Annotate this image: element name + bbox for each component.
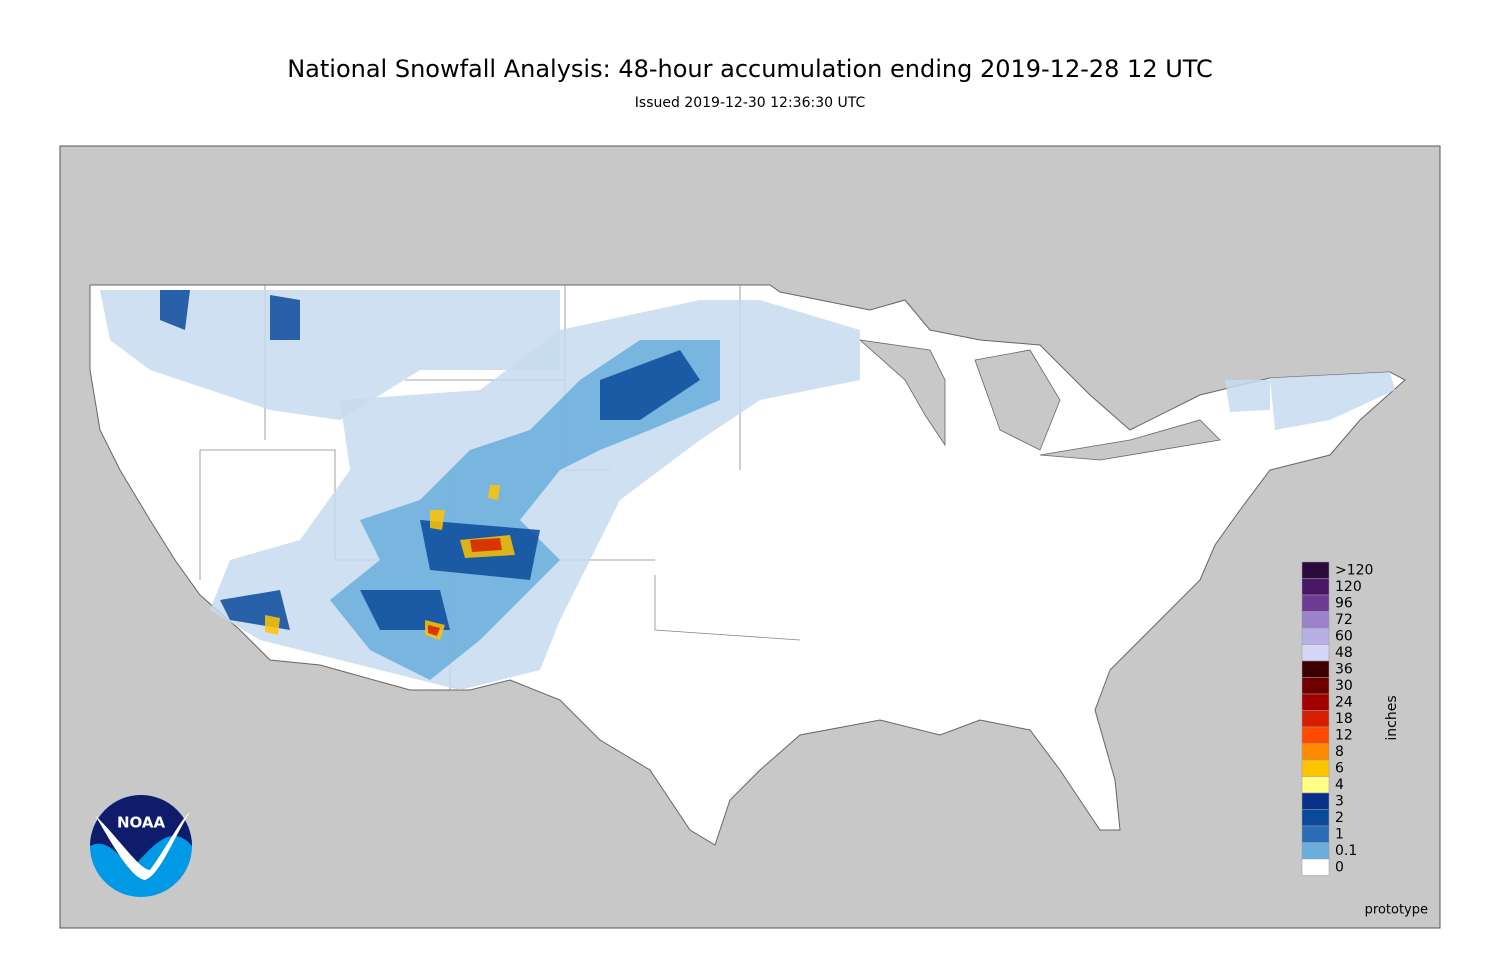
legend-label: 8 [1335,744,1344,760]
title: National Snowfall Analysis: 48-hour accu… [287,55,1213,83]
legend-label: 0 [1335,859,1344,875]
logo-text: NOAA [117,814,166,832]
legend-label: 2 [1335,810,1344,826]
legend-label: 96 [1335,595,1353,611]
legend-swatch [1301,594,1330,612]
snow-contours [100,290,1395,690]
legend-label: 0.1 [1335,843,1357,859]
legend-label: 1 [1335,826,1344,842]
subtitle: Issued 2019-12-30 12:36:30 UTC [635,95,866,111]
legend-label: 60 [1335,628,1353,644]
legend-swatch [1301,578,1330,596]
legend-swatch [1301,693,1330,711]
legend-label: >120 [1335,562,1373,578]
legend-swatch [1301,677,1330,695]
legend-swatch [1301,792,1330,810]
legend-swatch [1301,776,1330,794]
legend-label: 72 [1335,612,1353,628]
legend-swatch [1301,611,1330,629]
legend-swatch [1301,759,1330,777]
legend-swatch [1301,858,1330,876]
legend-label: 120 [1335,579,1362,595]
legend-swatch [1301,842,1330,860]
legend-swatch [1301,660,1330,678]
legend-label: 3 [1335,793,1344,809]
noaa-logo: NOAA [90,795,192,897]
legend-swatch [1301,743,1330,761]
legend-swatch [1301,809,1330,827]
legend-swatch [1301,825,1330,843]
legend-unit: inches [1384,695,1400,740]
legend-label: 48 [1335,645,1353,661]
legend-label: 12 [1335,727,1353,743]
legend-label: 36 [1335,661,1353,677]
legend-swatch [1301,726,1330,744]
legend-label: 24 [1335,694,1353,710]
legend-swatch [1301,644,1330,662]
note: prototype [1365,903,1428,918]
legend-label: 18 [1335,711,1353,727]
legend-label: 4 [1335,777,1344,793]
legend-label: 30 [1335,678,1353,694]
legend-swatch [1301,561,1330,579]
legend-swatch [1301,710,1330,728]
legend-swatch [1301,627,1330,645]
legend-label: 6 [1335,760,1344,776]
